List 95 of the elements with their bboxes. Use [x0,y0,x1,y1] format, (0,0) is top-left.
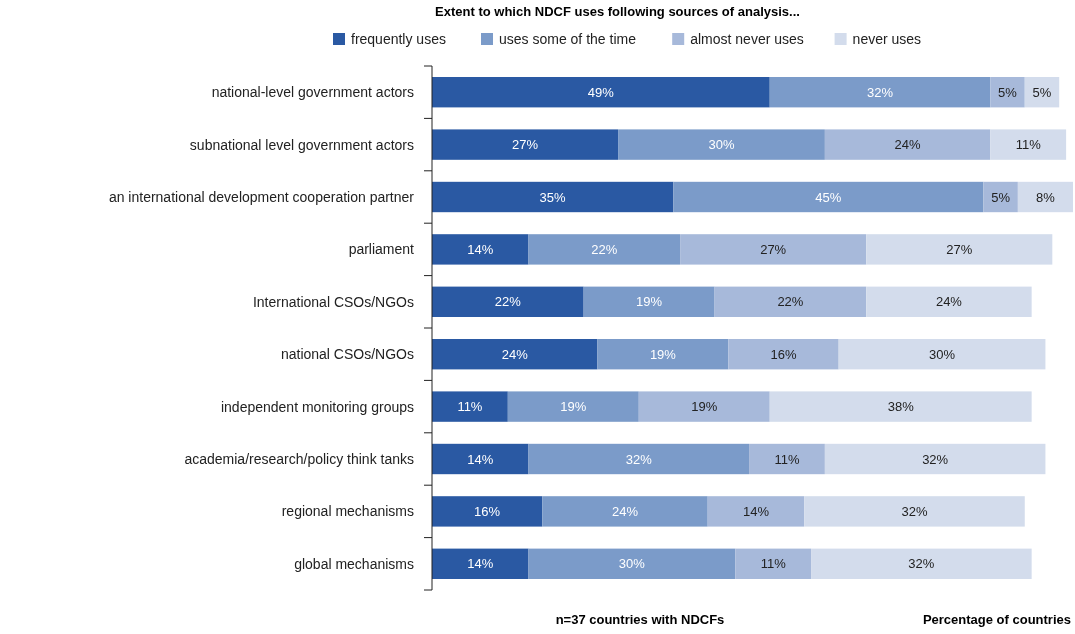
data-label: 38% [887,399,915,415]
legend-label: frequently uses [351,30,446,47]
bar [618,129,825,160]
bar [680,234,867,265]
bar [432,391,508,422]
data-label: 22% [777,294,804,310]
data-label: 11% [760,556,787,572]
bar [638,391,770,422]
data-label: 24% [611,503,639,519]
bar [838,339,1046,370]
data-label: 32% [625,451,653,467]
legend-label: never uses [852,30,922,47]
bar [714,286,867,317]
data-label: 8% [1036,189,1056,205]
data-label: 35% [539,189,567,205]
legend-label: almost never uses [690,30,804,47]
bar [583,286,715,317]
data-label: 11% [774,451,800,467]
bar [866,234,1053,265]
bar [707,496,805,527]
data-label: 32% [922,451,949,467]
data-label: 11% [1015,137,1042,153]
data-label: 45% [815,189,842,205]
y-tick-label: national-level government actors [211,84,414,101]
y-tick-label: academia/research/policy think tanks [184,450,414,467]
bar [673,181,984,213]
data-label: 24% [935,294,963,310]
y-tick-label: global mechanisms [294,555,414,572]
bar [804,496,1025,527]
bar [824,443,1046,475]
data-label: 27% [512,137,539,153]
data-label: 19% [636,294,663,310]
data-label: 16% [770,346,797,362]
data-label: 14% [467,556,494,572]
bar [528,548,736,579]
data-label: 19% [649,346,677,362]
y-tick-label: an international development cooperation partner [108,188,415,205]
data-label: 19% [560,399,587,415]
data-label: 24% [501,346,529,362]
x-axis-title: Percentage of countries [922,612,1071,627]
chart-title: Extent to which NDCF uses following sources of analysis... [435,4,800,19]
bar [769,391,1032,422]
legend-label: uses some of the time [499,30,637,47]
bar [432,496,543,527]
bar [769,77,991,108]
data-label: 19% [691,399,718,415]
data-label: 16% [474,503,501,519]
data-label: 22% [494,294,522,310]
data-label: 5% [1032,84,1052,100]
bar [432,443,529,475]
bar [749,443,825,475]
y-tick-label: independent monitoring groups [220,398,414,415]
bar [432,286,584,317]
data-label: 27% [760,241,787,257]
data-label: 22% [591,241,618,257]
y-tick-label: regional mechanisms [281,503,414,520]
data-label: 5% [998,84,1018,100]
data-label: 30% [618,556,646,572]
bar [983,181,1018,213]
bar [528,443,750,475]
bar [432,77,770,108]
data-label: 32% [901,503,928,519]
text: n=37 countries with NDCFs [555,612,725,627]
bar [735,548,812,579]
bar [866,286,1032,317]
bar [542,496,708,527]
bar [597,339,729,370]
y-tick-label: International CSOs/NGOs [252,293,414,310]
bar [1017,181,1073,213]
data-label: 27% [946,241,973,257]
y-tick-label: parliament [348,241,415,258]
data-label: 30% [929,346,956,362]
bar [432,234,529,265]
data-label: 49% [587,84,615,100]
bar [432,548,529,579]
bar [990,129,1067,160]
bar [432,339,598,370]
y-tick-label: subnational level government actors [189,136,414,153]
data-label: 11% [457,399,483,415]
data-label: 24% [894,137,922,153]
data-label: 32% [908,556,935,572]
bar [824,129,991,160]
data-label: 14% [467,241,494,257]
bar [528,234,681,265]
bar [728,339,839,370]
bar [432,129,619,160]
bar [432,181,674,213]
bar [811,548,1032,579]
data-label: 14% [742,503,770,519]
data-label: 14% [467,451,494,467]
bar [507,391,639,422]
data-label: 30% [708,137,735,153]
data-label: 5% [991,189,1011,205]
y-tick-label: national CSOs/NGOs [280,346,414,363]
data-label: 32% [867,84,894,100]
